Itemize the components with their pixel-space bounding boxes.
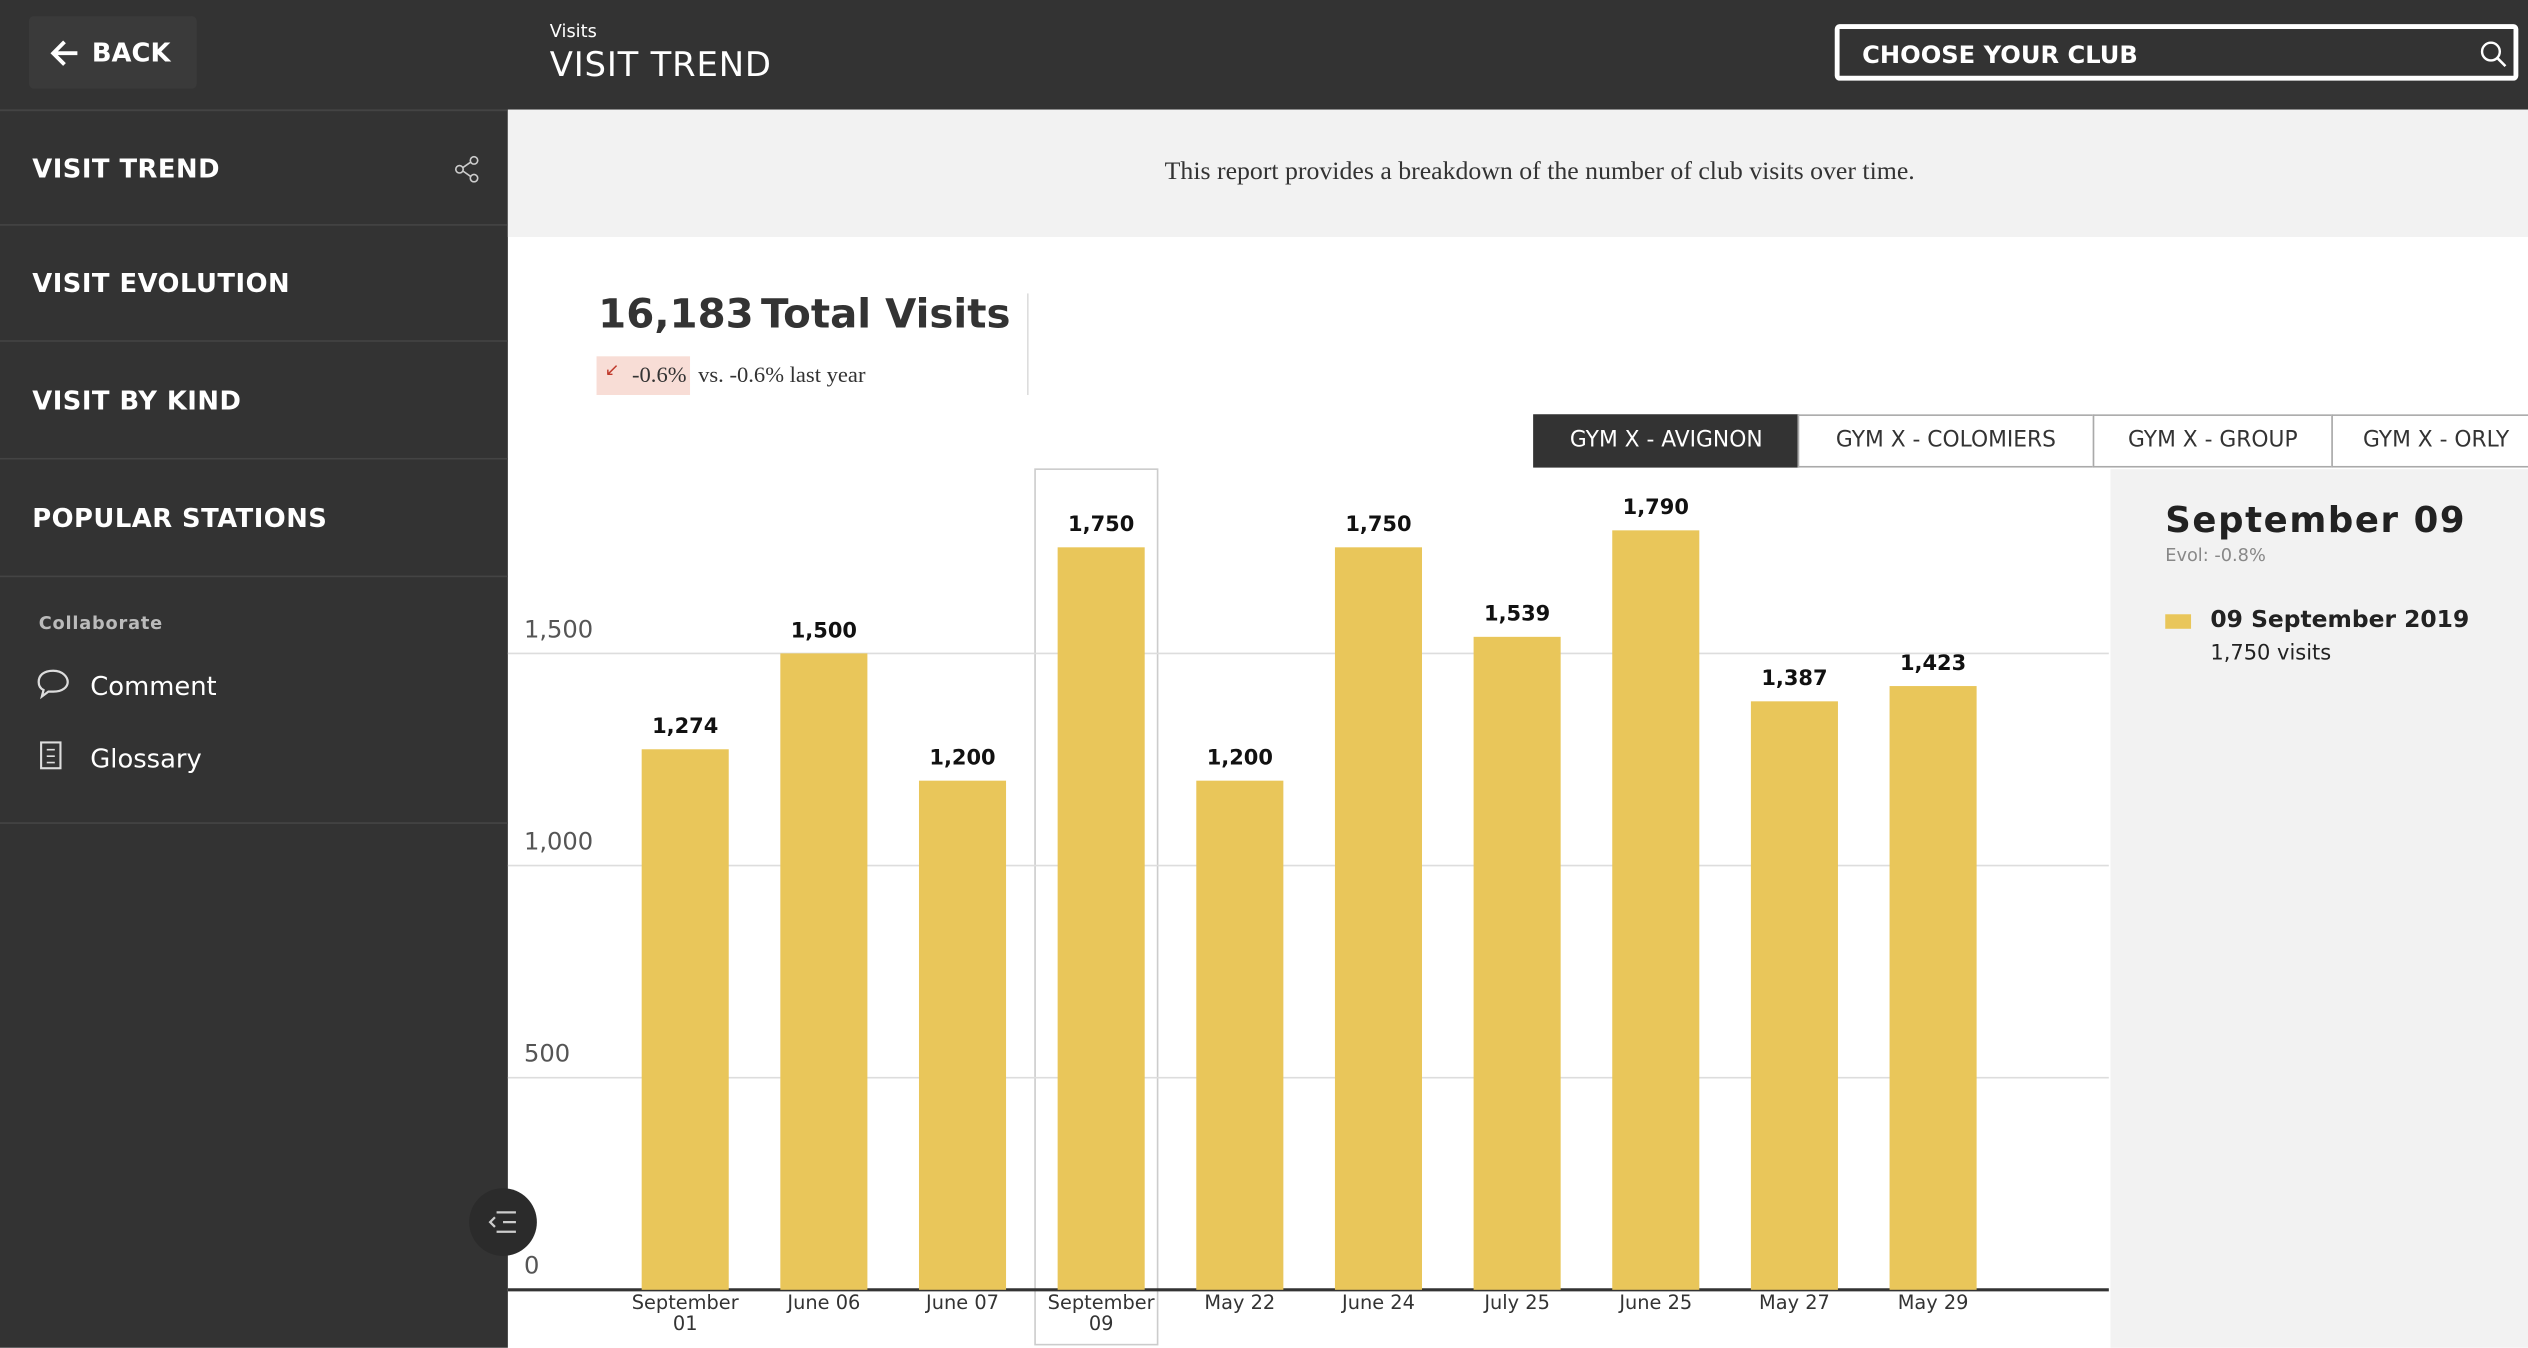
club-tab[interactable]: GYM X - COLOMIERS xyxy=(1797,414,2095,468)
value-label: 1,200 xyxy=(1207,746,1273,770)
y-tick-label: 500 xyxy=(524,1040,570,1068)
value-label: 1,423 xyxy=(1900,651,1966,675)
x-tick-label: May 29 xyxy=(1897,1291,1969,1314)
y-tick-label: 1,500 xyxy=(524,615,593,643)
page-title: VISIT TREND xyxy=(549,45,772,84)
delta-arrow: ↙ xyxy=(604,359,620,381)
section-label: Collaborate xyxy=(38,612,163,634)
value-label: 1,274 xyxy=(652,714,718,738)
header: BACK Visits VISIT TREND CHOOSE YOUR CLUB xyxy=(0,0,2528,110)
total-value: 16,183 xyxy=(598,290,754,337)
value-label: 1,500 xyxy=(791,618,857,642)
x-tick-label: June 24 xyxy=(1342,1291,1415,1314)
selection-box xyxy=(1034,468,1159,1346)
detail-panel: September 09 Evol: -0.8% 09 September 20… xyxy=(2110,469,2528,1348)
detail-title: September 09 xyxy=(2165,501,2467,542)
value-label: 1,539 xyxy=(1484,602,1550,626)
value-label: 1,200 xyxy=(929,746,995,770)
delta-badge: ↙ -0.6% xyxy=(596,356,691,396)
detail-evol: Evol: -0.8% xyxy=(2165,544,2266,566)
value-label: 1,750 xyxy=(1068,512,1134,536)
delta-text: vs. -0.6% last year xyxy=(698,364,866,389)
y-tick-label: 0 xyxy=(524,1252,539,1280)
comment-link[interactable]: Comment xyxy=(35,664,357,706)
club-tab[interactable]: GYM X - AVIGNON xyxy=(1533,414,1800,468)
bar xyxy=(641,749,729,1290)
value-label: 1,750 xyxy=(1345,512,1411,536)
x-tick-label: September 01 xyxy=(631,1291,739,1335)
delta-value: -0.6% xyxy=(632,364,687,389)
bar xyxy=(1612,530,1700,1290)
value-label: 1,387 xyxy=(1761,666,1827,690)
nav-label: VISIT EVOLUTION xyxy=(32,267,291,299)
nav-label: VISIT BY KIND xyxy=(32,385,242,416)
bar xyxy=(780,653,868,1290)
club-tab[interactable]: GYM X - ORLY xyxy=(2331,414,2528,468)
bar xyxy=(1473,636,1561,1290)
divider xyxy=(0,822,508,824)
x-tick-label: June 25 xyxy=(1619,1291,1693,1314)
back-label: BACK xyxy=(91,37,171,68)
total-label: Total Visits xyxy=(760,290,1011,337)
club-tab[interactable]: GYM X - GROUP xyxy=(2092,414,2333,468)
page-subtitle: Visits xyxy=(549,20,597,42)
bar xyxy=(1196,780,1284,1290)
search-placeholder: CHOOSE YOUR CLUB xyxy=(1862,40,2138,70)
glossary-icon xyxy=(40,741,62,770)
bar xyxy=(1334,547,1423,1290)
club-search[interactable]: CHOOSE YOUR CLUB xyxy=(1834,24,2519,81)
link-label: Glossary xyxy=(90,743,202,774)
nav-item[interactable]: POPULAR STATIONS xyxy=(0,461,508,578)
legend-visits: 1,750 visits xyxy=(2210,641,2332,666)
x-tick-label: May 27 xyxy=(1759,1291,1830,1314)
back-button[interactable]: BACK xyxy=(29,16,197,89)
legend-swatch xyxy=(2165,614,2192,629)
link-label: Comment xyxy=(90,670,217,702)
x-tick-label: June 07 xyxy=(926,1291,999,1314)
collapse-icon xyxy=(488,1211,516,1233)
nav-item[interactable]: VISIT EVOLUTION xyxy=(0,226,508,342)
legend-label: 09 September 2019 xyxy=(2210,607,2470,634)
collapse-button[interactable] xyxy=(469,1188,537,1256)
bar xyxy=(1057,547,1145,1290)
bar xyxy=(1889,686,1977,1290)
y-tick-label: 1,000 xyxy=(524,827,593,855)
x-tick-label: September 09 xyxy=(1047,1291,1155,1335)
divider xyxy=(1027,293,1029,396)
nav-label: VISIT TREND xyxy=(32,153,220,184)
sidebar: VISIT TREND VISIT EVOLUTION VISIT BY KIN… xyxy=(0,109,508,1348)
nav-item[interactable]: VISIT BY KIND xyxy=(0,343,508,460)
glossary-link[interactable]: Glossary xyxy=(35,737,357,779)
nav-label: POPULAR STATIONS xyxy=(32,503,328,534)
bar xyxy=(1750,701,1838,1290)
description-bar: This report provides a breakdown of the … xyxy=(507,109,2528,238)
share-icon[interactable] xyxy=(453,155,482,184)
bar xyxy=(918,780,1007,1290)
description: This report provides a breakdown of the … xyxy=(1164,158,1915,186)
x-tick-label: July 25 xyxy=(1484,1291,1550,1314)
value-label: 1,790 xyxy=(1623,495,1689,519)
back-arrow xyxy=(50,40,78,66)
search-icon xyxy=(2480,41,2507,68)
x-tick-label: May 22 xyxy=(1204,1291,1276,1314)
comment-icon xyxy=(37,669,69,700)
nav-item[interactable]: VISIT TREND xyxy=(0,109,508,226)
x-tick-label: June 06 xyxy=(787,1291,861,1314)
